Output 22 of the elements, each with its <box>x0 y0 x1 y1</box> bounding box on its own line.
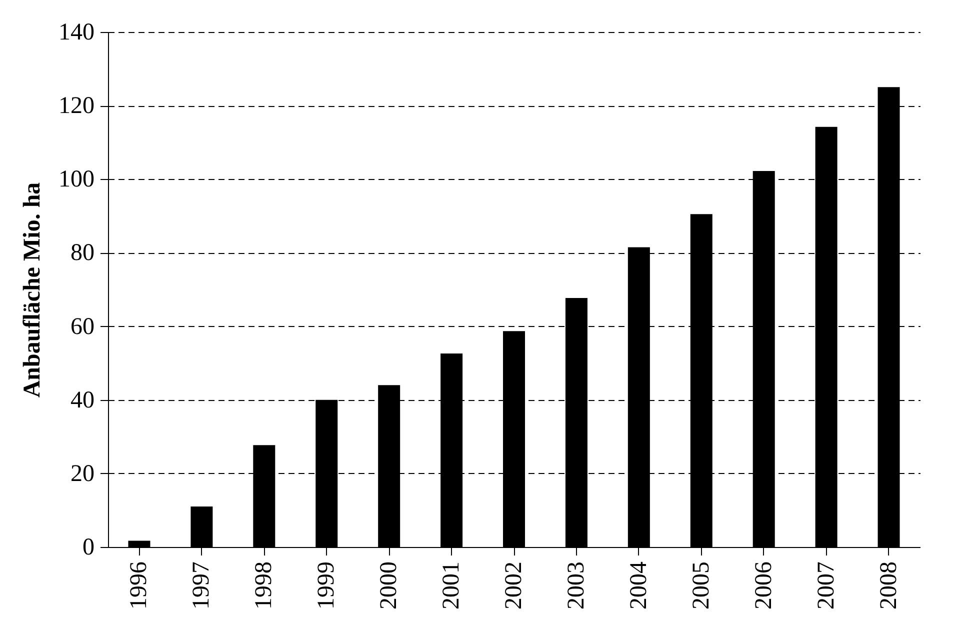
x-tick-label: 1996 <box>126 562 152 610</box>
x-tick-label: 1999 <box>314 562 340 610</box>
x-tick-label: 2000 <box>376 562 402 610</box>
x-tick-label: 2003 <box>563 562 590 610</box>
y-tick-label: 40 <box>70 387 94 414</box>
y-tick-label: 80 <box>70 240 94 266</box>
y-tick-label: 100 <box>58 166 94 193</box>
x-tick-label: 2001 <box>438 562 465 610</box>
x-tick-label: 1997 <box>188 562 215 610</box>
x-tick-label: 2002 <box>501 562 527 610</box>
y-tick-label: 120 <box>58 93 94 120</box>
x-tick-label: 2004 <box>626 562 652 610</box>
x-tick-label: 2006 <box>750 562 777 610</box>
x-tick-label: 2005 <box>688 562 714 610</box>
y-tick-label: 0 <box>82 534 94 560</box>
x-tick-label: 1998 <box>251 562 278 610</box>
y-tick-label: 20 <box>70 460 94 487</box>
x-tick-label: 2007 <box>813 562 840 610</box>
x-tick-label: 2008 <box>876 562 902 610</box>
y-axis-title: Anbaufläche Mio. ha <box>20 182 46 398</box>
y-tick-label: 140 <box>58 20 94 46</box>
y-tick-label: 60 <box>70 314 94 340</box>
